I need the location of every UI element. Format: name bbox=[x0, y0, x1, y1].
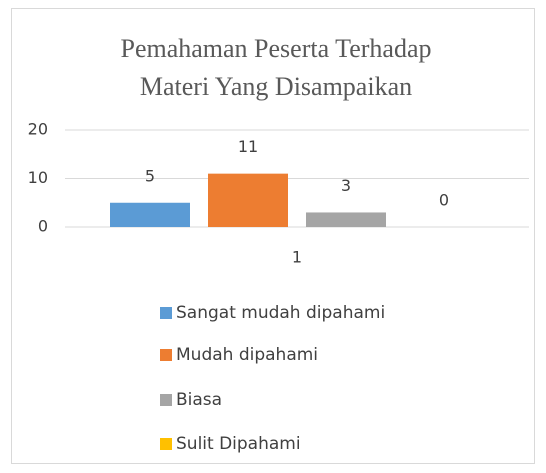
data-label: 11 bbox=[238, 137, 258, 156]
chart-border bbox=[11, 8, 535, 464]
x-tick-label: 1 bbox=[292, 248, 302, 267]
legend-swatch bbox=[160, 394, 172, 406]
data-label: 3 bbox=[341, 176, 351, 195]
bar bbox=[306, 212, 386, 227]
bar bbox=[208, 173, 288, 227]
y-tick-label: 20 bbox=[28, 120, 48, 139]
legend-swatch bbox=[160, 307, 172, 319]
legend-label: Sulit Dipahami bbox=[176, 434, 301, 454]
legend-label: Biasa bbox=[176, 390, 222, 410]
bar bbox=[110, 202, 190, 227]
data-label: 0 bbox=[439, 191, 449, 210]
data-label: 5 bbox=[145, 166, 155, 185]
y-tick-label: 0 bbox=[38, 217, 48, 236]
legend-label: Sangat mudah dipahami bbox=[176, 303, 385, 323]
chart-title: Pemahaman Peserta Terhadap Materi Yang D… bbox=[120, 34, 432, 101]
y-tick-label: 10 bbox=[28, 168, 48, 187]
legend-swatch bbox=[160, 438, 172, 450]
legend-label: Mudah dipahami bbox=[176, 345, 318, 365]
legend-swatch bbox=[160, 349, 172, 361]
